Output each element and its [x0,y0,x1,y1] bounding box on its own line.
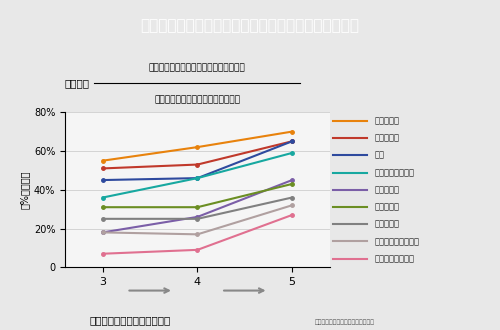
Text: アレルギー性結膜炎: アレルギー性結膜炎 [374,237,419,246]
Text: せき: せき [374,151,384,160]
Y-axis label: （%）改善率: （%）改善率 [20,171,30,209]
Text: 新しい住まいで症状が出なくなった人数: 新しい住まいで症状が出なくなった人数 [148,64,246,73]
Text: 肌のかゆみ: 肌のかゆみ [374,203,399,212]
Text: 手足の冷え: 手足の冷え [374,185,399,194]
Text: 資料提供：近畿大学　岩前　篤教授: 資料提供：近畿大学 岩前 篤教授 [315,319,375,325]
Text: アトピー性皮膚炎: アトピー性皮膚炎 [374,168,414,177]
Text: 転居後の住宅の断熱グレード: 転居後の住宅の断熱グレード [90,315,170,325]
Text: 各種疾患の改善率と転居した住宅の断熱性能との関係: 各種疾患の改善率と転居した住宅の断熱性能との関係 [140,18,360,33]
Text: アレルギー性鼻炎: アレルギー性鼻炎 [374,254,414,263]
Text: 気管支喘息: 気管支喘息 [374,116,399,125]
Text: 以前の住まいで症状が出ていた人数: 以前の住まいで症状が出ていた人数 [154,95,240,104]
Text: 目のかゆみ: 目のかゆみ [374,220,399,229]
Text: 改善率＝: 改善率＝ [64,78,89,88]
Text: のどの痛み: のどの痛み [374,134,399,143]
